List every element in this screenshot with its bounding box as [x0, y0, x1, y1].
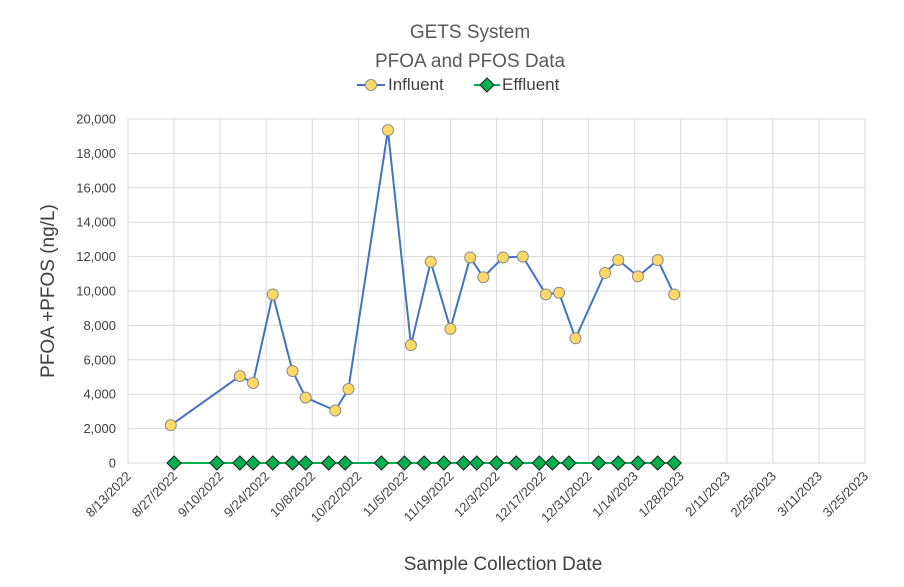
data-point-effluent [610, 455, 627, 471]
data-point-influent [668, 288, 681, 301]
legend-item-influent: Influent [357, 75, 444, 94]
x-tick-label: 2/11/2023 [682, 469, 733, 520]
data-point-effluent [666, 455, 682, 471]
y-tick-label: 2,000 [83, 421, 116, 436]
data-point-effluent [209, 455, 225, 471]
series-markers [164, 124, 682, 471]
data-point-effluent [544, 455, 561, 471]
data-point-effluent [297, 455, 314, 471]
x-tick-label: 10/22/2022 [308, 469, 365, 526]
data-point-influent [404, 339, 417, 352]
data-point-influent [553, 286, 566, 299]
data-point-effluent [561, 455, 577, 471]
data-point-influent [233, 370, 246, 383]
data-point-influent [424, 255, 437, 268]
y-tick-label: 12,000 [76, 249, 116, 264]
legend-label-influent: Influent [388, 75, 444, 94]
data-point-effluent [232, 455, 248, 471]
data-point-influent [286, 364, 299, 377]
data-point-effluent [264, 455, 281, 471]
data-point-effluent [245, 455, 261, 471]
data-point-effluent [416, 455, 432, 471]
data-point-effluent [630, 455, 646, 471]
x-tick-label: 9/24/2022 [221, 469, 273, 521]
x-tick-label: 8/27/2022 [129, 469, 181, 521]
data-point-influent [164, 419, 177, 432]
data-point-effluent [166, 455, 182, 471]
data-point-effluent [396, 455, 413, 471]
data-point-effluent [436, 455, 452, 471]
data-point-influent [299, 391, 312, 404]
legend-label-effluent: Effluent [502, 75, 560, 94]
data-point-influent [516, 250, 529, 263]
legend-item-effluent: Effluent [474, 75, 560, 94]
data-point-effluent [455, 455, 472, 471]
y-axis-ticks: 0 2,000 4,000 6,000 8,000 10,000 12,000 14,000 1… [76, 112, 116, 471]
y-tick-label: 18,000 [76, 146, 116, 161]
y-tick-label: 0 [109, 456, 116, 471]
data-point-effluent [531, 455, 548, 471]
data-point-effluent [320, 455, 337, 471]
x-tick-label: 8/13/2022 [83, 469, 135, 521]
data-point-influent [569, 332, 582, 345]
y-tick-label: 6,000 [83, 352, 116, 367]
data-point-influent [651, 254, 664, 267]
data-point-influent [612, 254, 625, 267]
data-point-effluent [337, 455, 353, 471]
chart-subtitle: PFOA and PFOS Data [375, 51, 566, 72]
x-tick-label: 2/25/2023 [727, 469, 779, 521]
data-point-influent [381, 124, 394, 137]
y-tick-label: 16,000 [76, 180, 116, 195]
data-point-influent [477, 271, 490, 284]
data-point-effluent [508, 455, 525, 471]
data-point-effluent [284, 455, 301, 471]
x-tick-label: 3/25/2023 [820, 469, 872, 521]
data-point-effluent [373, 455, 390, 471]
series-lines [170, 130, 676, 464]
y-axis-label: PFOA +PFOS (ng/L) [38, 204, 59, 378]
y-tick-label: 14,000 [76, 215, 116, 230]
y-tick-label: 4,000 [83, 387, 116, 402]
x-tick-label: 12/31/2022 [538, 469, 595, 526]
y-tick-label: 10,000 [76, 284, 116, 299]
y-tick-label: 8,000 [83, 318, 116, 333]
y-tick-label: 20,000 [76, 112, 116, 127]
data-point-influent [329, 404, 342, 417]
x-axis-label: Sample Collection Date [404, 554, 603, 575]
x-axis-ticks: 8/13/20228/27/20229/10/20229/24/202210/8… [83, 469, 872, 526]
x-tick-label: 9/10/2022 [175, 469, 227, 521]
chart-title: GETS System [410, 22, 530, 43]
data-point-influent [631, 270, 644, 283]
data-point-influent [464, 251, 477, 264]
x-tick-label: 1/28/2023 [635, 469, 687, 521]
x-tick-label: 3/11/2023 [774, 469, 825, 520]
x-tick-label: 11/19/2022 [401, 469, 457, 525]
x-tick-label: 1/14/2023 [589, 469, 641, 521]
data-point-influent [444, 322, 457, 335]
data-point-influent [599, 266, 612, 279]
data-point-effluent [590, 455, 607, 471]
data-point-effluent [488, 455, 505, 471]
data-point-influent [539, 288, 552, 301]
data-point-effluent [649, 455, 666, 471]
series-line-influent [170, 130, 676, 427]
data-point-influent [247, 377, 260, 390]
legend: Influent Effluent [357, 75, 560, 94]
data-point-influent [266, 288, 279, 301]
data-point-effluent [468, 455, 485, 471]
data-point-influent [497, 251, 510, 264]
gridlines [127, 118, 866, 464]
data-point-influent [342, 383, 355, 396]
